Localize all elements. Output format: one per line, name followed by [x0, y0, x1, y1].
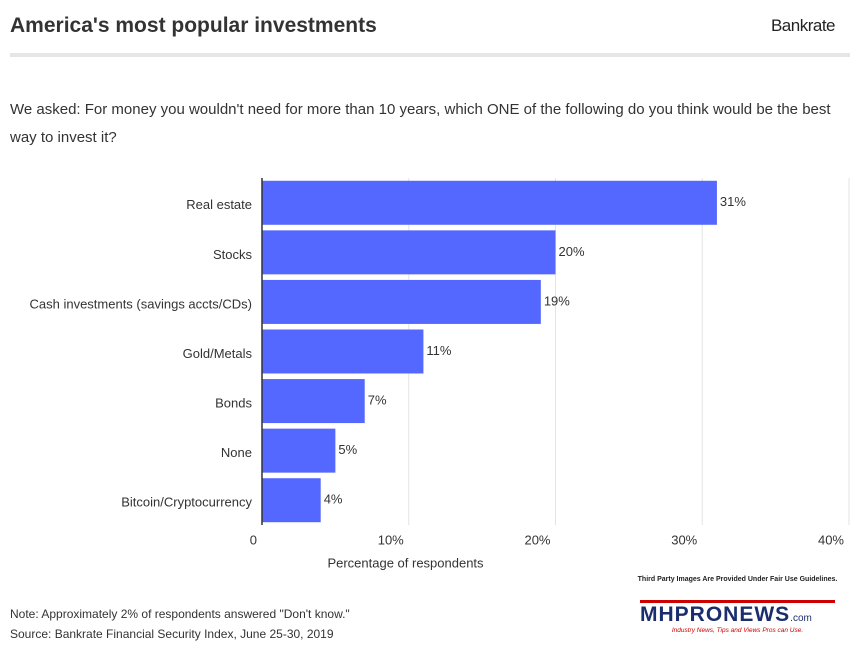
chart: 0 10% 20% 30% 40% Percentage of respondents Re… [29, 178, 850, 570]
x-axis-label: Percentage of respondents [327, 555, 484, 570]
x-tick-label: 20% [524, 532, 550, 547]
tagline: Industry News, Tips and Views Pros can U… [671, 627, 804, 634]
subtitle: We asked: For money you wouldn't need fo… [10, 101, 831, 146]
bar [262, 428, 336, 473]
logo: MHPRONEWS [640, 603, 791, 626]
x-tick-label: 10% [378, 532, 404, 547]
y-tick-label: Stocks [213, 247, 253, 262]
x-tick-label: 0 [250, 532, 257, 547]
bar [262, 329, 424, 374]
value-label: 4% [324, 492, 343, 507]
bar [262, 180, 717, 225]
bar [262, 230, 556, 275]
brand: Bankrate [770, 16, 836, 35]
y-tick-label: Bitcoin/Cryptocurrency [121, 495, 252, 510]
y-tick-label: Cash investments (savings accts/CDs) [29, 296, 252, 311]
x-tick-label: 30% [671, 532, 697, 547]
logo-domain: .com [790, 613, 812, 624]
source: Source: Bankrate Financial Security Inde… [10, 627, 334, 641]
x-tick-label: 40% [818, 532, 844, 547]
y-tick-label: Gold/Metals [183, 346, 253, 361]
y-tick-label: Bonds [215, 396, 252, 411]
note: Note: Approximately 2% of respondents an… [10, 607, 350, 621]
chart-title: America's most popular investments [10, 14, 377, 37]
bar [262, 478, 321, 523]
value-label: 5% [338, 442, 357, 457]
y-tick-label: Real estate [186, 197, 252, 212]
bar [262, 379, 365, 424]
divider [10, 53, 850, 57]
value-label: 19% [544, 293, 570, 308]
logo-box: MHPRONEWS.com Industry News, Tips and Vi… [640, 600, 835, 643]
y-tick-label: None [221, 445, 252, 460]
value-label: 31% [720, 194, 746, 209]
value-label: 20% [559, 244, 585, 259]
value-label: 7% [368, 393, 387, 408]
value-label: 11% [426, 343, 451, 358]
disclaimer: Third Party Images Are Provided Under Fa… [637, 576, 838, 583]
bar [262, 279, 541, 324]
